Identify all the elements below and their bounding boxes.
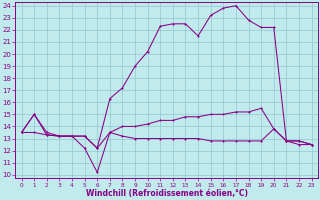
X-axis label: Windchill (Refroidissement éolien,°C): Windchill (Refroidissement éolien,°C) (85, 189, 248, 198)
